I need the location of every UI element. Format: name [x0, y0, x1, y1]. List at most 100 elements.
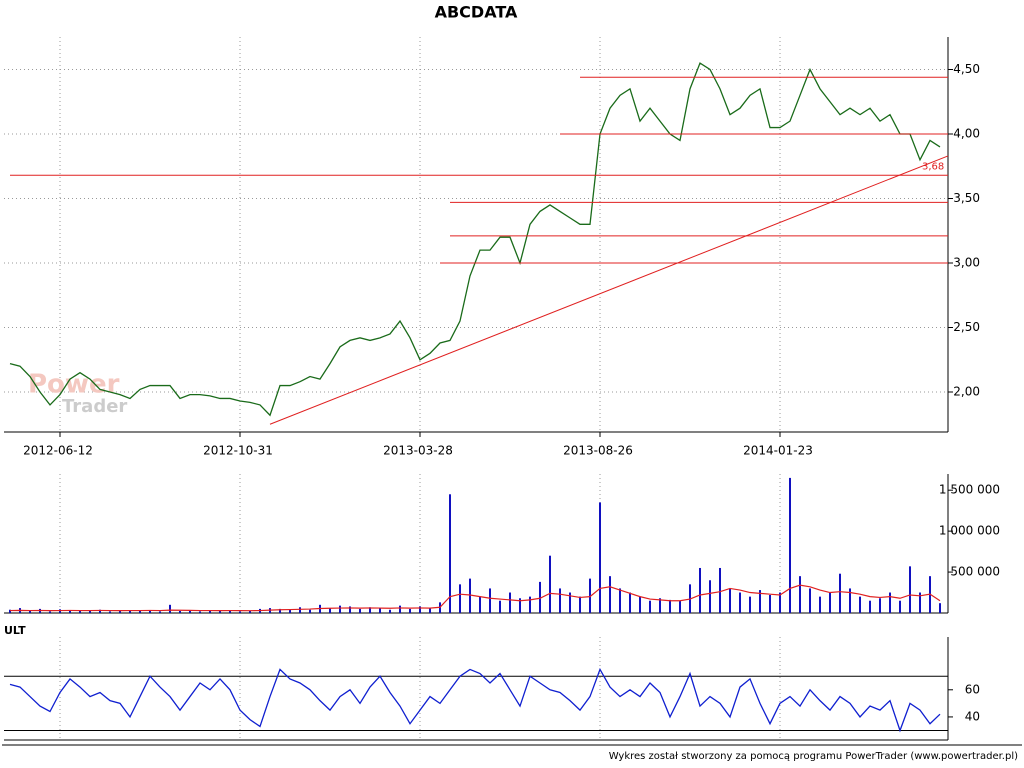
indicator-title: ULT	[4, 624, 26, 637]
volume-bar	[139, 610, 141, 613]
volume-bar	[299, 607, 301, 613]
volume-bar	[529, 596, 531, 613]
volume-bar	[209, 610, 211, 613]
volume-bar	[859, 596, 861, 613]
volume-bar	[449, 494, 451, 613]
volume-bar	[869, 600, 871, 613]
volume-bar	[709, 580, 711, 613]
y-tick-label: 3,00	[953, 256, 980, 270]
price-line	[9, 667, 941, 733]
volume-bar	[719, 567, 721, 613]
x-tick-label: 2012-10-31	[203, 444, 273, 458]
volume-bar	[479, 596, 481, 613]
volume-bar	[289, 609, 291, 613]
volume-bar	[549, 555, 551, 613]
volume-bar	[599, 502, 601, 613]
volume-average	[9, 584, 941, 612]
volume-bar	[389, 609, 391, 613]
volume-bar	[409, 608, 411, 613]
volume-bar	[619, 588, 621, 613]
volume-bar	[379, 608, 381, 613]
volume-bar	[309, 609, 311, 613]
volume-bar	[79, 610, 81, 613]
volume-bar	[249, 610, 251, 613]
watermark: Power	[28, 370, 120, 400]
line-label: 3,68	[922, 161, 944, 172]
volume-bar	[519, 598, 521, 613]
volume-bar	[279, 608, 281, 613]
volume-bar	[759, 590, 761, 613]
y-tick-label: 60	[965, 682, 980, 696]
volume-bar	[749, 596, 751, 613]
footer: Wykres został stworzony za pomocą progra…	[609, 751, 1018, 762]
volume-bar	[769, 594, 771, 613]
volume-bar	[239, 611, 241, 613]
volume-bar	[49, 611, 51, 613]
volume-bar	[629, 592, 631, 613]
y-tick-label: 4,00	[953, 127, 980, 141]
volume-bar	[469, 578, 471, 613]
y-tick-label: 2,00	[953, 385, 980, 399]
volume-bar	[729, 588, 731, 613]
volume-bar	[349, 606, 351, 613]
volume-bar	[739, 592, 741, 613]
volume-bar	[649, 600, 651, 613]
x-tick-label: 2012-06-12	[23, 444, 93, 458]
volume-bar	[829, 592, 831, 613]
volume-bar	[799, 576, 801, 613]
volume-bar	[159, 611, 161, 613]
volume-bar	[819, 596, 821, 613]
y-tick-label: 1 500 000	[939, 483, 1000, 497]
volume-bar	[569, 592, 571, 613]
x-tick-label: 2013-08-26	[563, 444, 633, 458]
volume-bar	[659, 598, 661, 613]
volume-bar	[459, 584, 461, 613]
volume-bar	[29, 610, 31, 613]
volume-bar	[119, 610, 121, 613]
volume-bar	[489, 588, 491, 613]
volume-bar	[899, 600, 901, 613]
volume-bar	[909, 566, 911, 613]
volume-bar	[329, 608, 331, 613]
volume-bar	[779, 592, 781, 613]
volume-bar	[589, 578, 591, 613]
volume-bar	[429, 608, 431, 613]
volume-bar	[839, 573, 841, 613]
volume-bar	[219, 610, 221, 613]
x-tick-label: 2013-03-28	[383, 444, 453, 458]
volume-bar	[179, 610, 181, 613]
volume-bar	[509, 592, 511, 613]
volume-bar	[89, 610, 91, 613]
volume-bar	[669, 599, 671, 613]
watermark: Trader	[62, 396, 127, 417]
volume-bar	[169, 604, 171, 613]
x-tick-label: 2014-01-23	[743, 444, 813, 458]
volume-bar	[919, 592, 921, 613]
volume-bar	[639, 596, 641, 613]
volume-bar	[889, 592, 891, 613]
volume-bar	[59, 609, 61, 613]
chart-title: ABCDATA	[435, 3, 518, 22]
volume-bar	[789, 477, 791, 613]
volume-bar	[699, 567, 701, 613]
volume-bar	[559, 588, 561, 613]
volume-bar	[879, 598, 881, 613]
volume-bar	[399, 605, 401, 613]
volume-bar	[9, 609, 11, 613]
y-tick-label: 500 000	[950, 565, 1000, 579]
volume-bar	[539, 581, 541, 613]
y-tick-label: 40	[965, 709, 980, 723]
volume-bar	[419, 606, 421, 613]
volume-bar	[679, 600, 681, 613]
trend-line	[269, 155, 949, 425]
volume-bar	[189, 610, 191, 613]
volume-bar	[109, 611, 111, 613]
volume-bar	[99, 609, 101, 613]
volume-bar	[939, 603, 941, 613]
volume-bar	[199, 611, 201, 613]
volume-bar	[369, 607, 371, 613]
volume-bar	[809, 588, 811, 613]
volume-bar	[149, 610, 151, 613]
volume-bar	[359, 608, 361, 613]
